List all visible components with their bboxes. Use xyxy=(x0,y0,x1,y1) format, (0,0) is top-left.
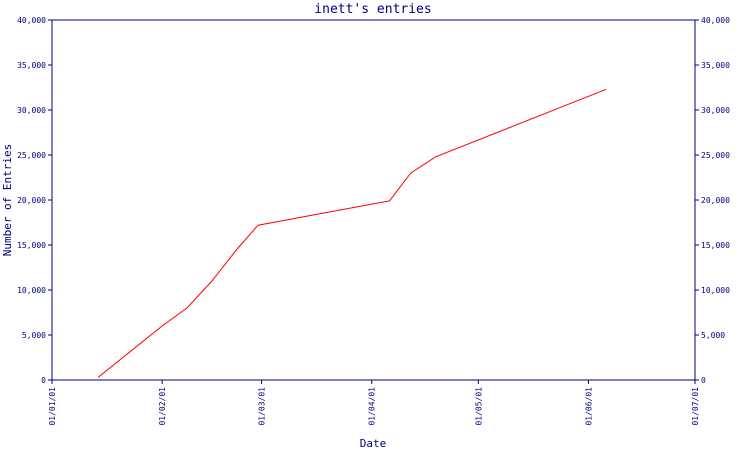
y-tick-label: 35,000 xyxy=(17,61,46,70)
series-line xyxy=(97,88,607,378)
y-tick-label: 0 xyxy=(41,376,46,385)
y-right-tick-label: 25,000 xyxy=(701,151,730,160)
y-axis-right: 0 5,000 10,000 15,000 20,000 25,000 30,000 35,0… xyxy=(695,16,730,385)
x-tick-label: 01/01/01 xyxy=(48,387,57,426)
y-right-tick-label: 20,000 xyxy=(701,196,730,205)
series-layer xyxy=(97,88,607,378)
y-right-tick-label: 5,000 xyxy=(701,331,725,340)
x-tick-label: 01/06/01 xyxy=(584,387,593,426)
y-tick-label: 10,000 xyxy=(17,286,46,295)
x-axis: 01/01/01 01/02/01 01/03/01 01/04/01 01/05/01… xyxy=(48,380,700,426)
y-tick-label: 40,000 xyxy=(17,16,46,25)
y-tick-label: 5,000 xyxy=(22,331,46,340)
y-tick-label: 15,000 xyxy=(17,241,46,250)
y-tick-label: 25,000 xyxy=(17,151,46,160)
y-right-tick-label: 15,000 xyxy=(701,241,730,250)
x-tick-label: 01/02/01 xyxy=(158,387,167,426)
y-axis-label: Number of Entries xyxy=(1,144,14,257)
x-tick-label: 01/07/01 xyxy=(691,387,700,426)
y-axis-left: 0 5,000 10,000 15,000 20,000 25,000 30,000 35,0… xyxy=(17,16,52,385)
x-tick-label: 01/04/01 xyxy=(368,387,377,426)
x-tick-label: 01/05/01 xyxy=(474,387,483,426)
x-axis-label: Date xyxy=(360,437,387,450)
y-tick-label: 20,000 xyxy=(17,196,46,205)
chart-title: inett's entries xyxy=(314,2,431,17)
y-tick-label: 30,000 xyxy=(17,106,46,115)
y-right-tick-label: 35,000 xyxy=(701,61,730,70)
y-right-tick-label: 30,000 xyxy=(701,106,730,115)
y-right-tick-label: 0 xyxy=(701,376,706,385)
x-tick-label: 01/03/01 xyxy=(258,387,267,426)
plot-frame xyxy=(51,19,696,381)
y-right-tick-label: 40,000 xyxy=(701,16,730,25)
y-right-tick-label: 10,000 xyxy=(701,286,730,295)
